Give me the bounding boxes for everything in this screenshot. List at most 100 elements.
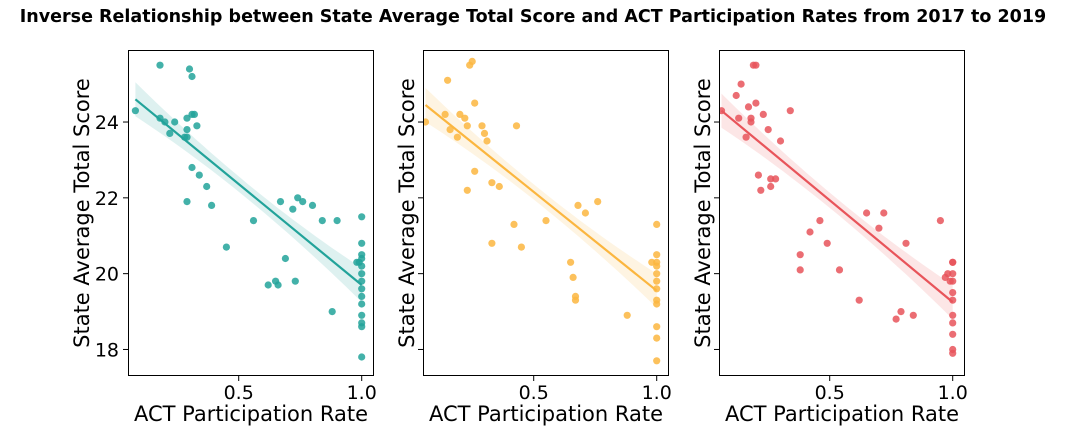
data-point	[171, 118, 179, 126]
data-point	[806, 228, 814, 236]
data-point	[757, 186, 765, 194]
data-point	[222, 243, 230, 251]
data-point	[208, 201, 216, 209]
data-point	[735, 114, 743, 122]
x-axis-label: ACT Participation Rate	[725, 402, 959, 426]
axes-frame	[128, 50, 374, 376]
data-point	[318, 217, 326, 225]
regression-line	[134, 98, 363, 286]
data-point	[471, 99, 479, 107]
data-point	[744, 103, 753, 111]
data-point	[742, 133, 750, 141]
plot-area	[131, 61, 366, 361]
data-point	[480, 129, 489, 137]
x-tick-label: 0.5	[815, 382, 845, 404]
panel-1: 0.5 1.0 18 20 22 24 ACT Participation Rate Stat…	[70, 50, 377, 426]
data-point	[574, 201, 582, 209]
data-point	[276, 198, 285, 206]
data-point	[463, 122, 471, 130]
data-point	[949, 349, 957, 357]
y-tick-label: 22	[95, 188, 119, 210]
data-point	[294, 194, 302, 202]
data-point	[264, 281, 272, 289]
x-tick-label: 0.5	[519, 382, 549, 404]
data-point	[747, 118, 755, 126]
data-point	[623, 311, 631, 319]
data-point	[936, 217, 945, 225]
data-point	[767, 182, 775, 191]
y-axis-label: State Average Total Score	[395, 78, 419, 348]
data-point	[461, 114, 469, 122]
data-point	[823, 239, 831, 247]
data-point	[764, 126, 772, 134]
data-point	[949, 270, 957, 278]
plot-area	[719, 61, 957, 357]
data-point	[732, 91, 740, 100]
data-point	[653, 270, 661, 278]
data-point	[156, 61, 164, 69]
x-tick-label: 1.0	[938, 382, 968, 404]
data-point	[653, 323, 661, 331]
data-point	[786, 107, 794, 115]
data-point	[183, 114, 191, 122]
data-point	[193, 122, 201, 130]
x-axis-label: ACT Participation Rate	[429, 402, 663, 426]
data-point	[653, 220, 661, 228]
data-point	[291, 277, 299, 285]
data-point	[358, 353, 366, 361]
data-point	[463, 186, 471, 194]
data-point	[571, 296, 580, 304]
data-point	[892, 315, 900, 323]
data-point	[510, 220, 518, 228]
chart-title: Inverse Relationship between State Avera…	[20, 7, 1046, 27]
data-point	[358, 270, 366, 278]
plot-area	[423, 57, 661, 365]
data-point	[358, 254, 366, 263]
data-point	[281, 254, 289, 263]
data-point	[653, 251, 661, 259]
data-point	[358, 323, 366, 331]
data-point	[581, 209, 590, 217]
y-axis-label: State Average Total Score	[691, 78, 715, 348]
data-point	[195, 171, 203, 179]
data-point	[776, 137, 785, 145]
data-point	[358, 213, 366, 221]
data-point	[131, 107, 139, 115]
data-point	[453, 133, 461, 141]
data-point	[949, 311, 957, 319]
data-point	[796, 251, 804, 259]
data-point	[902, 239, 910, 247]
data-point	[949, 289, 957, 297]
data-point	[183, 126, 191, 134]
data-point	[188, 72, 196, 81]
data-point	[653, 334, 661, 342]
data-point	[274, 281, 282, 289]
data-point	[569, 273, 577, 281]
data-point	[875, 224, 883, 232]
axes-frame	[719, 50, 965, 376]
data-point	[423, 118, 430, 126]
data-point	[567, 258, 575, 266]
data-point	[358, 292, 366, 300]
data-point	[444, 76, 452, 84]
data-point	[488, 239, 496, 247]
data-point	[863, 209, 871, 217]
axes-frame	[423, 50, 669, 376]
data-point	[446, 126, 454, 134]
data-point	[358, 285, 366, 293]
data-point	[203, 182, 211, 191]
data-point	[754, 171, 763, 179]
data-point	[358, 262, 366, 270]
data-point	[468, 57, 476, 65]
x-tick-label: 0.5	[224, 382, 254, 404]
data-point	[796, 266, 804, 274]
y-tick-label: 24	[95, 112, 119, 134]
data-point	[835, 266, 844, 274]
regression-line	[720, 109, 954, 303]
data-point	[289, 205, 297, 213]
data-point	[190, 110, 198, 118]
data-point	[946, 277, 954, 285]
